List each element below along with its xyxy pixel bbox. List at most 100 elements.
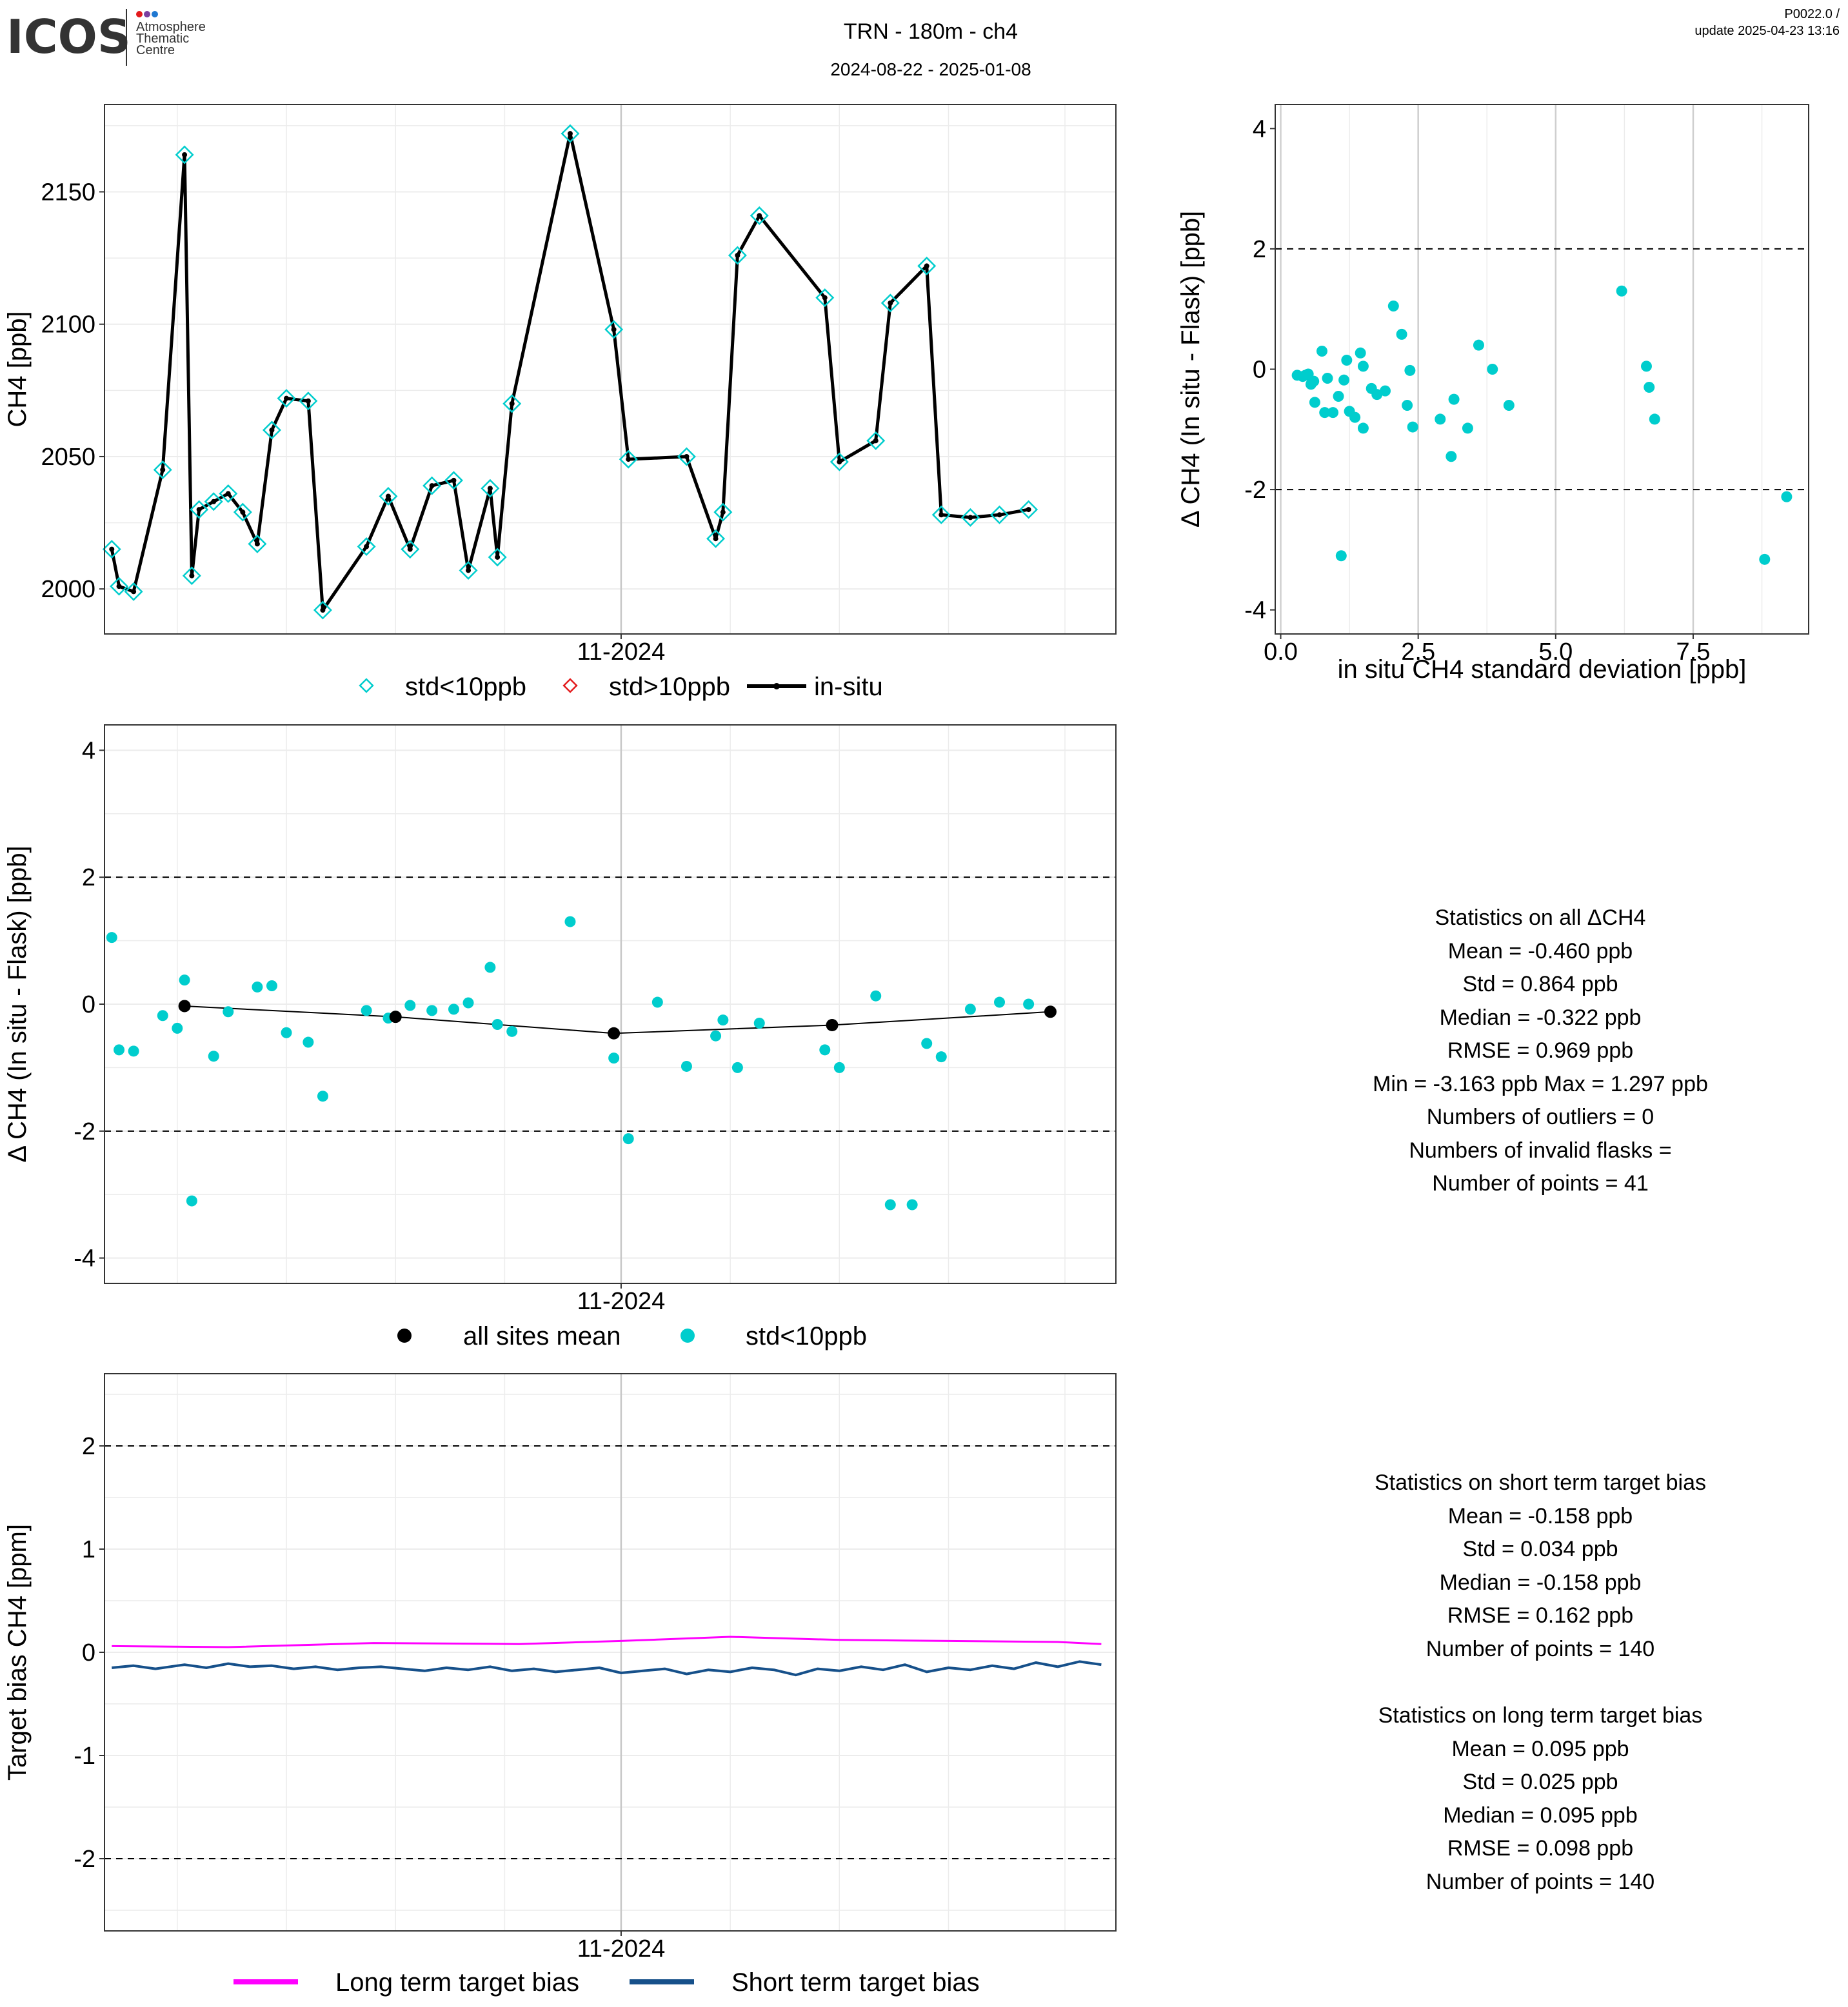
diff-point [404, 1000, 416, 1011]
figure-subtitle: 2024-08-22 - 2025-01-08 [830, 59, 1031, 79]
diff-point [884, 1199, 896, 1211]
in-situ-point [684, 453, 690, 459]
flask-point-std-lt10 [880, 293, 900, 313]
flask-point-std-lt10 [124, 582, 143, 601]
scatter-point [1316, 346, 1327, 357]
flask-point-std-lt10 [262, 420, 281, 440]
flask-point-std-lt10 [401, 540, 420, 559]
flask-point-std-lt10 [233, 502, 252, 522]
flask-point-std-lt10 [175, 145, 194, 164]
diff-point [208, 1051, 219, 1062]
in-situ-point [466, 568, 472, 573]
y-tick-label: 4 [82, 737, 95, 764]
stats-bias-line: Statistics on short term target bias [1375, 1470, 1706, 1495]
stats-diff-line: Statistics on all ΔCH4 [1435, 905, 1646, 930]
scatter-point [1355, 347, 1366, 359]
flask-point-std-lt10 [444, 471, 463, 490]
diff-point [186, 1195, 197, 1207]
scatter-point [1404, 364, 1416, 376]
logo-dot-blue [152, 11, 158, 17]
flask-point-std-lt10 [990, 505, 1009, 524]
stats-diff-line: Median = -0.322 ppb [1440, 1005, 1642, 1030]
flask-point-std-lt10 [379, 487, 398, 506]
flask-point-std-lt10 [960, 508, 980, 527]
y-tick-label: -4 [74, 1245, 95, 1272]
y-tick-label: 2050 [41, 444, 95, 471]
diff-point [935, 1051, 947, 1063]
stats-bias-line: Std = 0.025 ppb [1462, 1770, 1618, 1794]
flask-point-std-lt10 [728, 246, 747, 265]
in-situ-point [720, 509, 726, 515]
scatter-point [1462, 422, 1473, 434]
scatter-point [1644, 381, 1655, 393]
legend-diff: all sites mean std<10ppb [397, 1322, 867, 1350]
in-situ-point [837, 459, 842, 465]
in-situ-point [240, 509, 246, 515]
flask-point-std-lt10 [604, 320, 624, 339]
scatter-point [1371, 389, 1383, 400]
scatter-point [1338, 374, 1350, 386]
in-situ-point [211, 499, 217, 504]
x-tick-label: 7.5 [1676, 638, 1711, 666]
diff-point [426, 1005, 438, 1016]
stats-diff-block: Statistics on all ΔCH4 Mean = -0.460 ppb… [1373, 905, 1708, 1196]
diff-point [608, 1053, 620, 1064]
in-situ-point [131, 589, 137, 595]
diff-point [172, 1022, 183, 1034]
scatter-point [1402, 399, 1413, 411]
y-axis-label: Target bias CH4 [ppm] [3, 1524, 32, 1781]
y-tick-label: 0 [82, 991, 95, 1018]
y-tick-label: 1 [82, 1536, 95, 1563]
stats-bias-line: Std = 0.034 ppb [1462, 1537, 1618, 1561]
flask-point-std-lt10 [917, 256, 937, 275]
in-situ-point [495, 554, 501, 560]
icos-logo: ICOS Atmosphere Thematic Centre [6, 9, 206, 66]
all-sites-mean-point [1044, 1005, 1057, 1018]
in-situ-point [385, 493, 391, 499]
in-situ-point [320, 608, 326, 613]
y-axis-label: Δ CH4 (In situ - Flask) [ppb] [1177, 211, 1205, 528]
y-tick-label: 2000 [41, 576, 95, 603]
logo-dot-red [136, 11, 143, 17]
legend-dot-cyan-icon [681, 1329, 695, 1343]
x-tick-label: 5.0 [1538, 638, 1573, 666]
in-situ-point [109, 546, 115, 552]
in-situ-point [364, 544, 370, 549]
scatter-point [1487, 364, 1498, 375]
flask-point-std-lt10 [481, 479, 500, 498]
y-tick-label: -2 [74, 1846, 95, 1873]
scatter-point [1357, 361, 1369, 372]
y-tick-label: -2 [1244, 477, 1266, 504]
diff-point [564, 916, 576, 927]
y-tick-label: -1 [74, 1743, 95, 1770]
in-situ-point [509, 400, 515, 406]
in-situ-point [305, 398, 311, 404]
flask-point-std-lt10 [830, 452, 849, 471]
legend-ts-label-2: std>10ppb [609, 673, 730, 701]
in-situ-point [269, 427, 275, 433]
update-label: update 2025-04-23 13:16 [1694, 24, 1840, 38]
flask-point-std-lt10 [713, 502, 733, 522]
flask-point-std-lt10 [313, 600, 332, 620]
x-tick-label: 11-2024 [577, 638, 666, 666]
scatter-point [1781, 491, 1793, 502]
all-sites-mean-point [826, 1018, 839, 1031]
stats-bias-line: Median = -0.158 ppb [1440, 1570, 1642, 1595]
flask-point-std-lt10 [153, 460, 172, 479]
in-situ-point [284, 395, 290, 401]
in-situ-point [407, 546, 413, 552]
y-tick-label: 2100 [41, 311, 95, 339]
in-situ-point [924, 263, 929, 269]
diff-point [317, 1091, 328, 1102]
scatter-point [1380, 385, 1391, 397]
diff-point [506, 1025, 518, 1037]
y-axis-label: Δ CH4 (In situ - Flask) [ppb] [3, 845, 32, 1162]
legend-ts: std<10ppb std>10ppb in-situ [359, 673, 883, 701]
stats-diff-line: Mean = -0.460 ppb [1448, 939, 1633, 964]
stats-bias-line: RMSE = 0.098 ppb [1447, 1836, 1633, 1861]
in-situ-point [888, 300, 893, 306]
diff-point [731, 1062, 743, 1073]
in-situ-point [1026, 507, 1031, 513]
scatter-point [1407, 421, 1418, 433]
in-situ-point [487, 486, 493, 491]
